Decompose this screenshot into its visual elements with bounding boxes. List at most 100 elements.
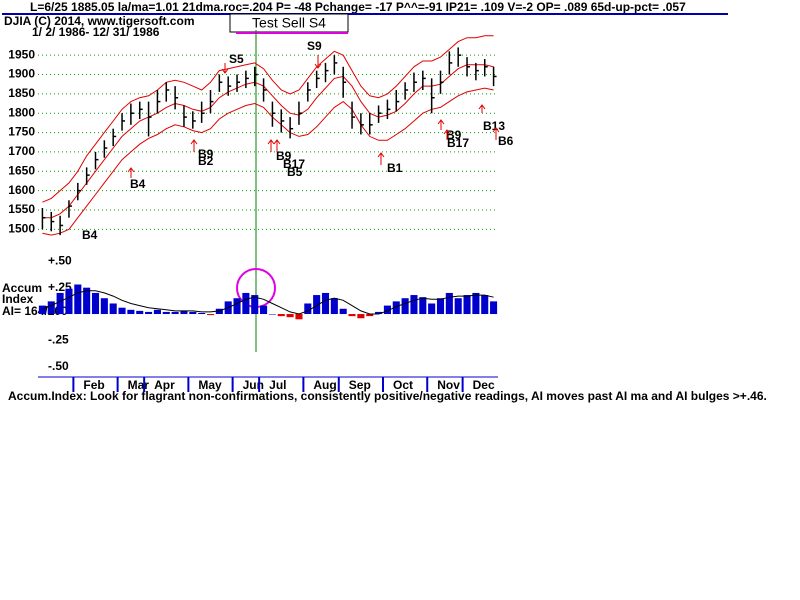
ai-bar (330, 298, 338, 315)
x-tick-label: May (198, 378, 222, 392)
y-tick-label: +.50 (48, 253, 72, 267)
ai-bar (83, 287, 91, 315)
ai-ma-line (42, 290, 494, 315)
signal-label: B5 (287, 165, 303, 179)
y-tick-label: 1650 (8, 163, 35, 177)
signal-label: B9 (198, 147, 214, 161)
band-line (42, 87, 494, 236)
ai-bar (74, 284, 82, 315)
ai-bar (313, 295, 321, 315)
ai-bar (401, 298, 409, 315)
signal-arrow-head (437, 119, 445, 125)
y-tick-label: 1700 (8, 144, 35, 158)
footer-note: Accum.Index: Look for flagrant non-confi… (8, 389, 767, 403)
y-tick-label: 1750 (8, 125, 35, 139)
ai-bar (145, 311, 153, 315)
ai-bar (118, 307, 126, 315)
x-tick-label: Jul (269, 378, 286, 392)
ai-bar (65, 288, 73, 315)
ai-title: Accum (2, 281, 42, 295)
ai-bar (268, 314, 276, 315)
signal-label: B13 (483, 119, 505, 133)
ai-bar (481, 295, 489, 315)
signal-label: B2 (198, 154, 214, 168)
y-tick-label: 1500 (8, 221, 35, 235)
ai-bar (445, 292, 453, 315)
signal-arrow-head (127, 167, 135, 173)
ai-bar (56, 292, 64, 315)
signal-label: B4 (82, 228, 98, 242)
signal-label: S9 (307, 39, 322, 53)
ai-bar (419, 297, 427, 315)
ai-title: Index (2, 292, 34, 306)
x-tick-label: Nov (437, 378, 460, 392)
signal-title: Test Sell S4 (252, 15, 326, 31)
ai-bar (127, 309, 135, 315)
ai-bar (454, 298, 462, 315)
ai-bar (490, 301, 498, 315)
x-tick-label: Jun (243, 378, 264, 392)
ai-bar (472, 292, 480, 315)
y-tick-label: 1900 (8, 67, 35, 81)
x-tick-label: Apr (154, 378, 175, 392)
ai-bar (375, 311, 383, 315)
signal-label: B9 (276, 149, 292, 163)
signal-arrow-head (221, 68, 229, 74)
ai-bar (339, 308, 347, 315)
signal-arrow-head (478, 104, 486, 110)
y-tick-label: -.25 (48, 333, 69, 347)
ai-bar (295, 314, 303, 320)
ai-bar (277, 314, 285, 317)
x-tick-label: Aug (313, 378, 336, 392)
signal-label: B6 (498, 134, 514, 148)
ai-bar (242, 292, 250, 315)
status-line: L=6/25 1885.05 la/ma=1.01 21dma.roc=.204… (30, 0, 686, 14)
ai-bar (189, 311, 197, 315)
y-tick-label: 1550 (8, 202, 35, 216)
ai-bar (383, 305, 391, 315)
ai-bar (410, 295, 418, 315)
ai-bar (233, 298, 241, 315)
y-tick-label: 1600 (8, 183, 35, 197)
y-tick-label: 1800 (8, 105, 35, 119)
band-line (42, 35, 494, 203)
signal-arrow-head (273, 139, 281, 145)
y-tick-label: 1950 (8, 47, 35, 61)
signal-arrow-head (443, 129, 451, 135)
ai-bar (153, 309, 161, 315)
ai-bar (91, 292, 100, 315)
ai-bar (38, 305, 46, 315)
ai-bar (392, 301, 400, 315)
ai-bar (436, 298, 445, 315)
ai-bar (304, 303, 312, 315)
x-tick-label: Oct (393, 378, 413, 392)
signal-arrow-head (492, 127, 500, 133)
x-tick-label: Dec (473, 378, 495, 392)
ai-bar (428, 303, 436, 315)
signal-arrow-head (267, 139, 275, 145)
ai-bar (366, 314, 374, 317)
ai-bar (136, 310, 144, 315)
signal-label: B4 (130, 177, 146, 191)
ai-bar (251, 295, 259, 315)
signal-arrow-head (190, 139, 198, 145)
ai-bar (357, 314, 365, 319)
ai-bar (109, 303, 117, 315)
y-tick-label: 1850 (8, 86, 35, 100)
ai-bar (463, 295, 471, 315)
source: DJIA (C) 2014, www.tigersoft.com (4, 14, 194, 28)
ai-bar (171, 311, 179, 315)
ai-bar (348, 314, 356, 317)
x-tick-label: Sep (349, 378, 371, 392)
signal-arrow-head (377, 152, 385, 158)
x-tick-label: Mar (128, 378, 150, 392)
signal-label: B17 (283, 157, 305, 171)
ai-bar (162, 311, 170, 315)
signal-arrow-head (314, 63, 322, 69)
signal-label: B1 (387, 161, 403, 175)
ai-bar (321, 292, 330, 315)
x-tick-label: Feb (83, 378, 104, 392)
ai-bar (180, 310, 188, 315)
